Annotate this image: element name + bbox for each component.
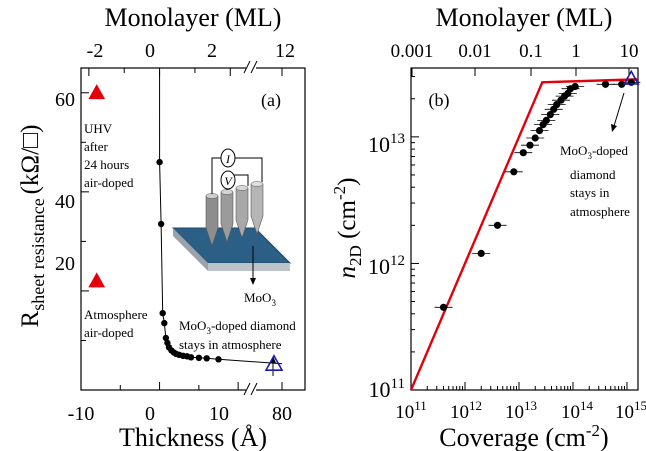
- data-point: [187, 354, 195, 361]
- voltage-meter-icon: [220, 170, 236, 190]
- y-tick-label: 60: [55, 89, 75, 111]
- current-meter-label: I: [225, 152, 231, 166]
- air-doped-marker: [88, 272, 106, 288]
- air-doped-marker: [88, 84, 106, 100]
- data-point: [162, 334, 170, 342]
- y-tick-label: 20: [55, 253, 75, 275]
- data-point: [161, 319, 168, 327]
- top-tick-label: 0.01: [458, 41, 491, 62]
- y-tick-label: 40: [55, 191, 75, 213]
- x-tick-label: 1013: [505, 398, 537, 423]
- axis-break-top: [243, 60, 258, 74]
- top-tick-label: 10: [620, 41, 639, 62]
- data-point: [546, 111, 554, 119]
- data-point: [531, 134, 539, 142]
- annotation-doped: diamond: [570, 167, 616, 182]
- top-tick-label: 0.001: [391, 41, 434, 62]
- data-point: [601, 80, 610, 88]
- x-tick-label: -10: [68, 403, 95, 425]
- annotation-doped: MoO3-doped diamond: [179, 318, 296, 336]
- annotation-uhv: 24 hours: [84, 157, 129, 172]
- x-tick-label: 1011: [395, 398, 427, 423]
- top-tick-label: 0: [145, 40, 155, 62]
- top-axis-title: Monolayer (ML): [105, 3, 282, 32]
- x-axis-title: Thickness (Å): [119, 423, 267, 451]
- panel-label: (b): [429, 90, 450, 111]
- top-tick-label: 1: [571, 41, 581, 62]
- data-point: [493, 221, 502, 229]
- data-point: [215, 356, 222, 363]
- top-tick-label: 0.1: [519, 41, 543, 62]
- x-tick-label: 1012: [450, 398, 482, 423]
- data-point: [157, 220, 165, 228]
- voltage-meter-label: V: [224, 174, 233, 188]
- data-point: [627, 78, 635, 86]
- annotation-doped: atmosphere: [570, 204, 630, 219]
- x-tick-label: 1014: [561, 398, 594, 423]
- data-point: [195, 354, 203, 361]
- x-tick-label: 10: [209, 403, 229, 425]
- annotation-uhv: after: [84, 139, 108, 154]
- y-tick-label: 1012: [368, 253, 405, 279]
- panel-b: 1011 1012 1013 1014 1015 1011 1012 1013 …: [330, 3, 646, 451]
- moo3-doped-marker: [622, 69, 640, 85]
- y-tick-label: 1011: [369, 376, 405, 402]
- y-axis-title: n2D (cm-2): [330, 178, 365, 279]
- panel-label: (a): [261, 90, 281, 111]
- panel-b-frame: [410, 67, 639, 391]
- annotation-uhv: UHV: [84, 121, 113, 136]
- data-point: [159, 310, 166, 317]
- annotation-doped: MoO3-doped: [560, 143, 629, 161]
- data-point: [510, 168, 518, 176]
- probe-needles: [205, 181, 264, 247]
- data-point: [156, 158, 163, 166]
- doped-arrow-head: [611, 124, 617, 132]
- annotation-doped: stays in atmosphere: [179, 337, 282, 352]
- doped-arrow: [613, 92, 625, 127]
- top-tick-label: 2: [207, 40, 217, 62]
- data-point: [526, 141, 534, 149]
- model-curve: [409, 78, 639, 391]
- data-point: [571, 82, 579, 91]
- moo3-doped-marker: [264, 354, 284, 371]
- data-point: [477, 249, 485, 257]
- data-point: [553, 101, 561, 109]
- data-point: [439, 303, 448, 311]
- data-point: [535, 127, 544, 135]
- top-axis-title: Monolayer (ML): [436, 3, 613, 32]
- x-axis-title: Coverage (cm-2): [439, 421, 608, 451]
- device-inset: I V: [171, 148, 292, 285]
- annotation-atmosphere: air-doped: [84, 325, 134, 340]
- axis-break-bottom: [243, 382, 258, 396]
- annotation-doped: stays in: [570, 185, 610, 200]
- y-axis-title: Rsheet resistance(kΩ/□): [17, 125, 48, 328]
- x-tick-label: 1015: [615, 398, 646, 423]
- x-tick-label: 0: [145, 403, 155, 425]
- current-meter-icon: [220, 148, 236, 168]
- x-tick-label: 80: [272, 403, 292, 425]
- panel-a: -10 0 10 80 20 40 60 -2 0 2 12 Monolayer…: [17, 3, 306, 451]
- annotation-atmosphere: Atmosphere: [84, 307, 148, 322]
- data-point: [519, 149, 527, 157]
- y-tick-label: 1013: [368, 131, 405, 157]
- data-point: [542, 116, 550, 124]
- moo3-arrow-head: [250, 278, 256, 285]
- panel-a-frame: [80, 67, 306, 391]
- data-point: [203, 355, 210, 362]
- annotation-moo3: MoO3: [244, 290, 276, 308]
- annotation-uhv: air-doped: [84, 175, 134, 190]
- top-tick-label: -2: [87, 40, 104, 62]
- top-tick-label: 12: [275, 40, 295, 62]
